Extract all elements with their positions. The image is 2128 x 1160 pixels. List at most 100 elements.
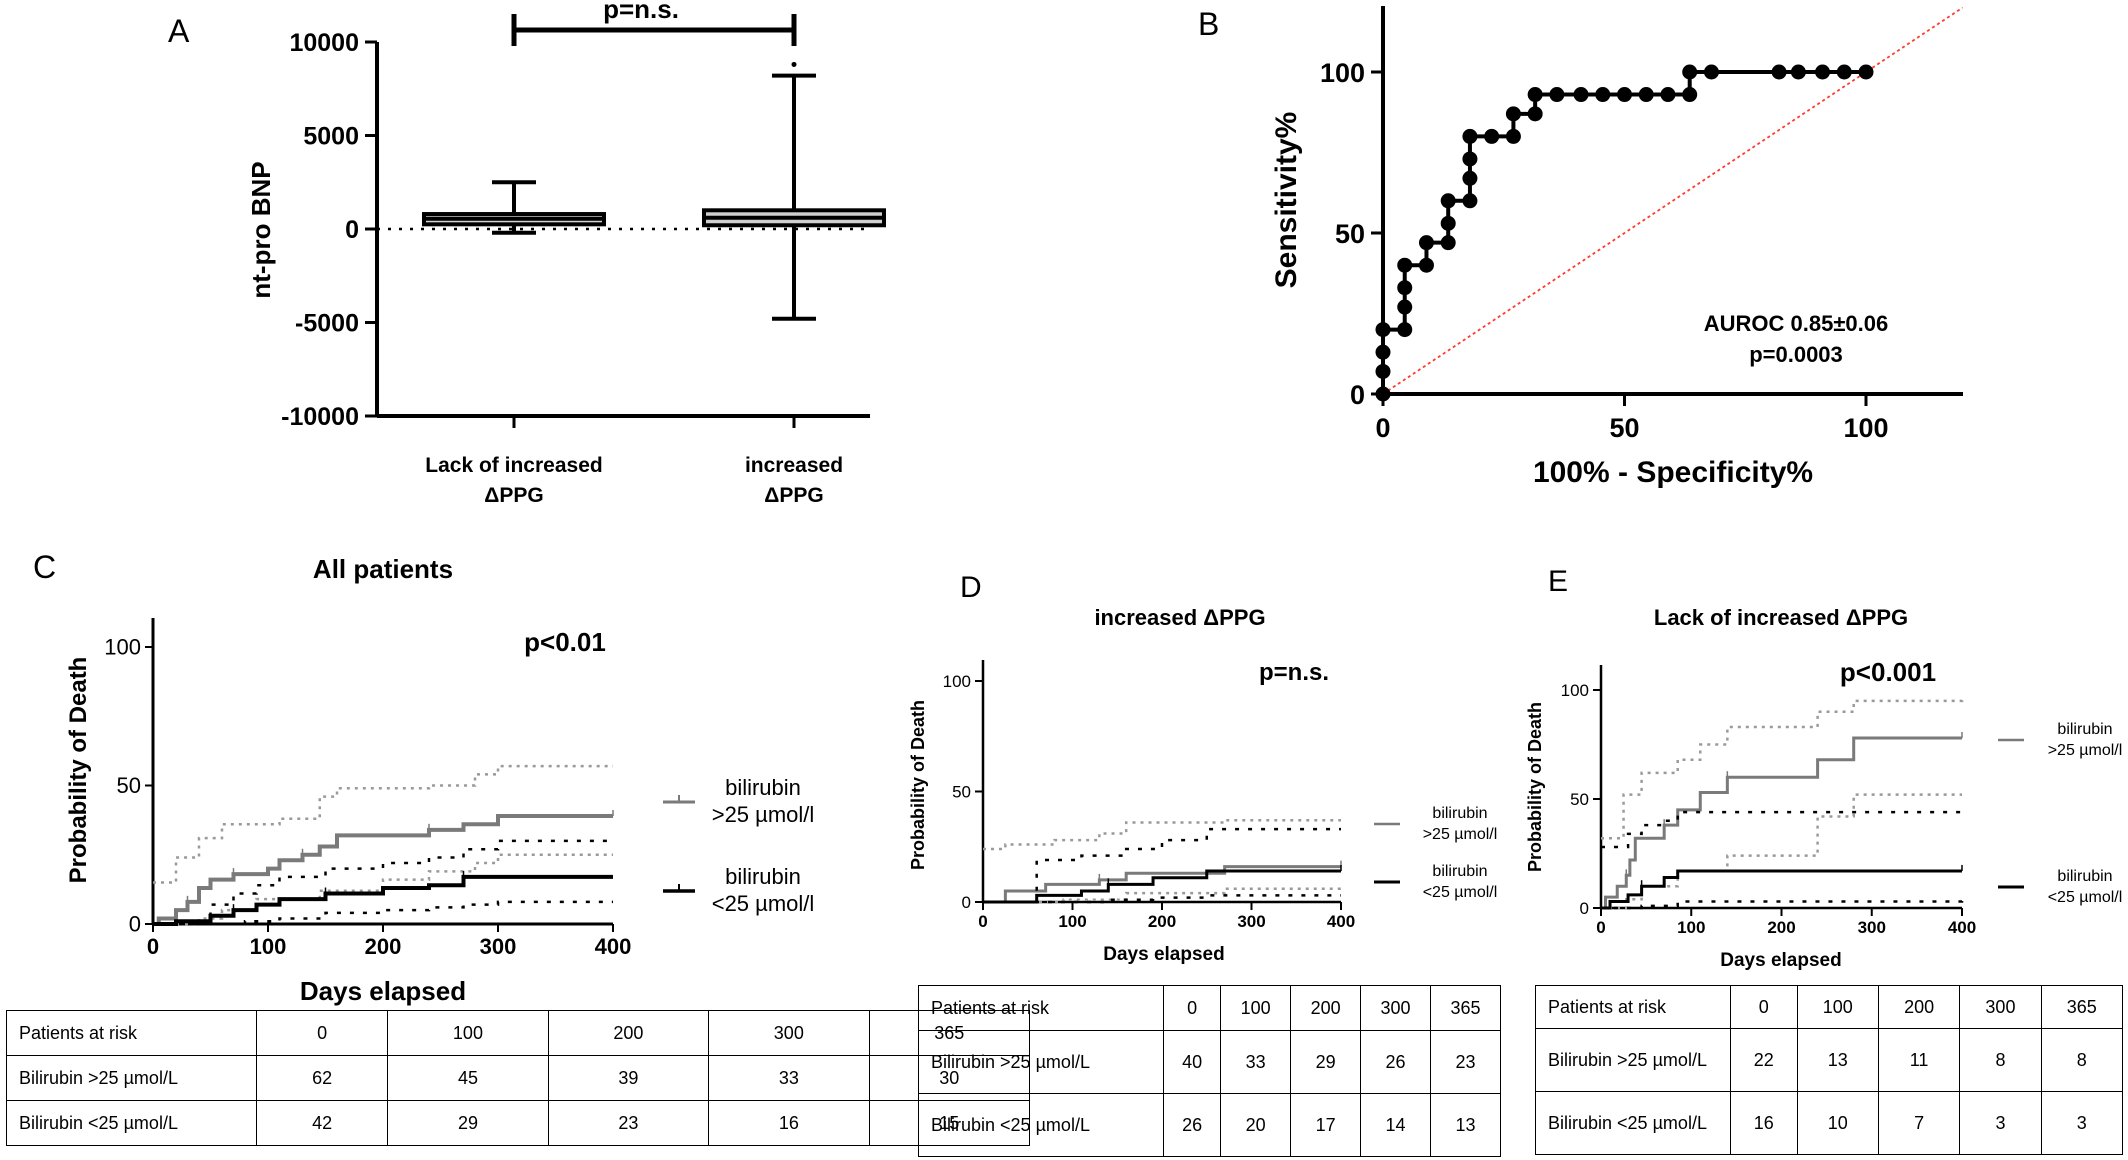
table-cell: 33 bbox=[708, 1055, 870, 1101]
legend-label-high-1: bilirubin bbox=[1432, 805, 1487, 822]
roc-point bbox=[1440, 235, 1456, 251]
legend-label-high-2: >25 µmol/l bbox=[2048, 742, 2123, 759]
legend-label-low-1: bilirubin bbox=[1432, 863, 1487, 880]
panel-d: D increased ΔPPG p=n.s. Probability of D… bbox=[908, 571, 1497, 965]
y-tick-label: 100 bbox=[943, 672, 971, 691]
panel-b-pvalue: p=0.0003 bbox=[1749, 342, 1843, 367]
ci-lower-low bbox=[1601, 897, 1964, 910]
table-cell: 3 bbox=[1959, 1091, 2042, 1155]
roc-point bbox=[1638, 87, 1654, 103]
ci-upper-low bbox=[1601, 810, 1962, 849]
table-cell: 300 bbox=[708, 1010, 870, 1056]
table-cell: Bilirubin <25 µmol/L bbox=[6, 1100, 257, 1146]
x-tick-label: 50 bbox=[1609, 413, 1639, 443]
table-cell: 365 bbox=[1430, 985, 1501, 1031]
y-tick-label: 0 bbox=[345, 216, 359, 244]
x-tick-label: 200 bbox=[365, 934, 402, 959]
roc-point bbox=[1790, 64, 1806, 80]
risk-table-e: Patients at risk 0 100 200 300 365 Bilir… bbox=[1535, 985, 2124, 1155]
panel-c: C All patients p<0.01 Probability of Dea… bbox=[33, 549, 814, 1006]
x-tick-label: ΔPPG bbox=[484, 484, 543, 507]
table-cell: 39 bbox=[547, 1055, 710, 1101]
ci-upper-low bbox=[153, 839, 613, 926]
panel-d-title: increased ΔPPG bbox=[1094, 605, 1265, 630]
roc-point bbox=[1440, 215, 1456, 231]
table-cell: 23 bbox=[547, 1100, 710, 1146]
panel-e-axes: 0 100 200 300 400 0 50 100 bbox=[1561, 665, 1976, 937]
table-cell: 11 bbox=[1877, 1028, 1961, 1092]
survival-step-low bbox=[983, 869, 1341, 904]
panel-c-letter: C bbox=[33, 549, 56, 585]
panel-c-xlabel: Days elapsed bbox=[300, 976, 466, 1006]
y-tick-label: 100 bbox=[1320, 58, 1365, 88]
roc-point bbox=[1375, 386, 1391, 402]
ci-upper-high bbox=[1601, 698, 1964, 840]
panel-e-title: Lack of increased ΔPPG bbox=[1654, 605, 1908, 630]
x-tick-label: 0 bbox=[147, 934, 159, 959]
panel-a-ylabel: nt-pro BNP bbox=[246, 161, 276, 298]
panel-e-legend: bilirubin >25 µmol/l bilirubin <25 µmol/… bbox=[1998, 721, 2122, 906]
panel-d-ylabel: Probability of Death bbox=[908, 700, 928, 870]
table-cell: Patients at risk bbox=[918, 985, 1164, 1031]
table-cell: Bilirubin >25 µmol/L bbox=[1535, 1028, 1731, 1092]
roc-point bbox=[1505, 128, 1521, 144]
table-cell: 8 bbox=[1959, 1028, 2042, 1092]
panel-e-xlabel: Days elapsed bbox=[1720, 950, 1841, 971]
roc-point bbox=[1682, 64, 1698, 80]
survival-step-high bbox=[153, 813, 613, 926]
y-tick-label: 0 bbox=[129, 912, 141, 937]
table-cell: 100 bbox=[1220, 985, 1292, 1031]
x-tick-label: 400 bbox=[1327, 912, 1355, 931]
table-cell: 13 bbox=[1796, 1028, 1879, 1092]
roc-point bbox=[1375, 363, 1391, 379]
panel-e-pvalue: p<0.001 bbox=[1840, 657, 1936, 687]
outlier bbox=[791, 61, 797, 67]
table-cell: 62 bbox=[255, 1055, 389, 1101]
y-tick-label: 50 bbox=[117, 773, 141, 798]
roc-point bbox=[1573, 87, 1589, 103]
table-cell: 17 bbox=[1290, 1093, 1362, 1157]
table-cell: 29 bbox=[387, 1100, 549, 1146]
panel-c-survival-curves bbox=[153, 764, 614, 926]
table-cell: 300 bbox=[1959, 985, 2042, 1029]
panel-c-title: All patients bbox=[313, 554, 453, 584]
panel-a-axes: 10000 5000 0 -5000 -10000 Lack of increased ΔP… bbox=[281, 29, 870, 507]
x-tick-label: Lack of increased bbox=[425, 454, 602, 477]
table-cell: 23 bbox=[1430, 1030, 1501, 1094]
x-tick-label: 100 bbox=[1843, 413, 1888, 443]
roc-point bbox=[1660, 87, 1676, 103]
panel-b-roc-curve bbox=[1375, 64, 1874, 402]
table-cell: 0 bbox=[1730, 985, 1798, 1029]
roc-point bbox=[1771, 64, 1787, 80]
table-cell: 0 bbox=[255, 1010, 389, 1056]
table-cell: 40 bbox=[1162, 1030, 1222, 1094]
table-row: Bilirubin >25 µmol/L 22 13 11 8 8 bbox=[1535, 1028, 2124, 1092]
ci-upper-high bbox=[983, 818, 1341, 851]
panel-a-boxes bbox=[422, 14, 886, 321]
table-cell: Bilirubin <25 µmol/L bbox=[918, 1093, 1164, 1157]
x-tick-label: 400 bbox=[595, 934, 632, 959]
legend-label-low-2: <25 µmol/l bbox=[1423, 884, 1498, 901]
panel-a: A nt-pro BNP p=n.s. 10000 5000 0 -5000 -1000… bbox=[168, 0, 886, 507]
table-cell: 0 bbox=[1162, 985, 1222, 1031]
table-cell: 300 bbox=[1360, 985, 1432, 1031]
table-cell: 13 bbox=[1430, 1093, 1501, 1157]
table-cell: 33 bbox=[1220, 1030, 1292, 1094]
table-cell: 8 bbox=[2040, 1028, 2124, 1092]
table-cell: 29 bbox=[1290, 1030, 1362, 1094]
roc-point bbox=[1375, 322, 1391, 338]
table-cell: 10 bbox=[1796, 1091, 1879, 1155]
roc-point bbox=[1418, 257, 1434, 273]
roc-point bbox=[1440, 193, 1456, 209]
legend-label-low-2: <25 µmol/l bbox=[2048, 889, 2123, 906]
roc-point bbox=[1484, 128, 1500, 144]
x-tick-label: 0 bbox=[1375, 413, 1390, 443]
roc-point bbox=[1462, 128, 1478, 144]
table-cell: 200 bbox=[1877, 985, 1961, 1029]
table-cell: 16 bbox=[708, 1100, 870, 1146]
panel-d-xlabel: Days elapsed bbox=[1103, 944, 1224, 965]
panel-b-xlabel: 100% - Specificity% bbox=[1533, 456, 1813, 489]
table-row: Bilirubin >25 µmol/L 62 45 39 33 30 bbox=[6, 1055, 1031, 1101]
table-cell: 200 bbox=[1290, 985, 1362, 1031]
